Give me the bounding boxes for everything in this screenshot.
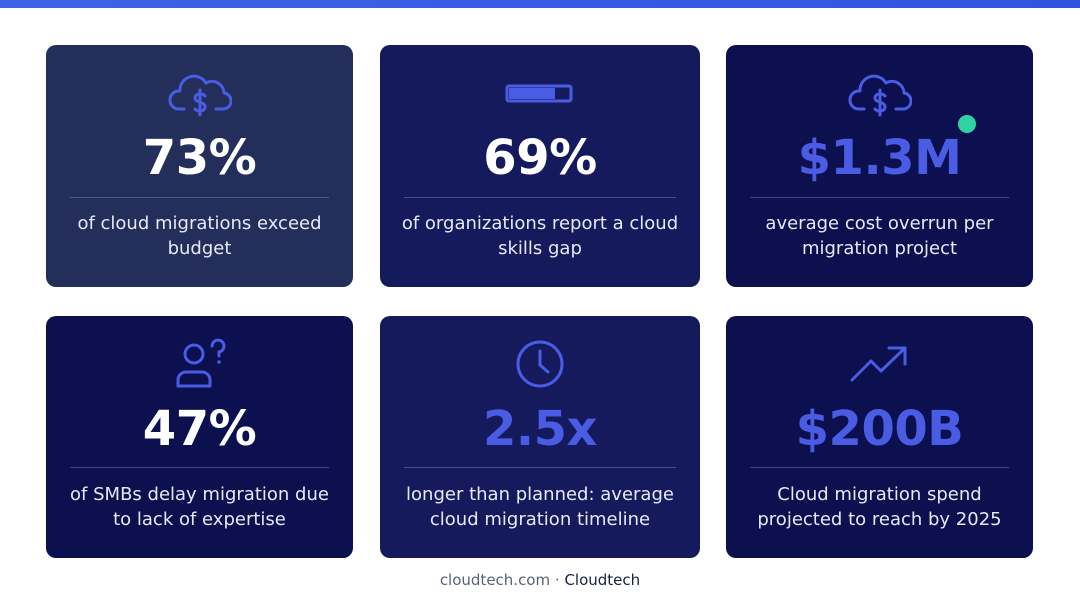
cloud-dollar-icon xyxy=(168,74,232,117)
top-bar xyxy=(0,0,1080,8)
divider xyxy=(404,197,676,198)
status-dot xyxy=(958,115,976,133)
divider xyxy=(70,467,329,468)
stat-card: 2.5x longer than planned: average cloud … xyxy=(380,316,700,558)
divider xyxy=(70,197,329,198)
trend-up-icon xyxy=(850,346,906,382)
stat-value: 47% xyxy=(142,401,257,457)
stat-value: 69% xyxy=(483,130,597,186)
footer-domain: cloudtech.com xyxy=(439,571,551,589)
footer: cloudtech.com · Cloudtech xyxy=(0,571,1080,589)
divider xyxy=(750,197,1009,198)
stat-value: 73% xyxy=(142,130,257,186)
stat-value: $200B xyxy=(795,401,964,457)
cloud-dollar-icon xyxy=(848,74,912,117)
stat-description: longer than planned: average cloud migra… xyxy=(406,484,674,530)
user-question-icon xyxy=(176,338,225,388)
stat-card: 73% of cloud migrations exceed budget xyxy=(46,45,353,287)
footer-separator: · xyxy=(554,571,560,589)
stat-value: $1.3M xyxy=(797,130,962,186)
clock-icon xyxy=(516,340,564,388)
stat-card: 47% of SMBs delay migration due to lack … xyxy=(46,316,353,558)
stat-card: $200B Cloud migration spend projected to… xyxy=(726,316,1033,558)
stat-description: average cost overrun per migration proje… xyxy=(765,213,994,259)
footer-brand: Cloudtech xyxy=(564,571,641,589)
divider xyxy=(750,467,1009,468)
progress-icon xyxy=(505,84,573,103)
stat-card: $1.3M average cost overrun per migration… xyxy=(726,45,1033,287)
stat-description: of cloud migrations exceed budget xyxy=(77,213,322,259)
stat-description: of SMBs delay migration due to lack of e… xyxy=(70,484,329,530)
stat-value: 2.5x xyxy=(483,401,598,457)
divider xyxy=(404,467,676,468)
stat-description: Cloud migration spend projected to reach… xyxy=(757,484,1002,530)
stat-card: 69% of organizations report a cloud skil… xyxy=(380,45,700,287)
stat-description: of organizations report a cloud skills g… xyxy=(401,213,679,259)
